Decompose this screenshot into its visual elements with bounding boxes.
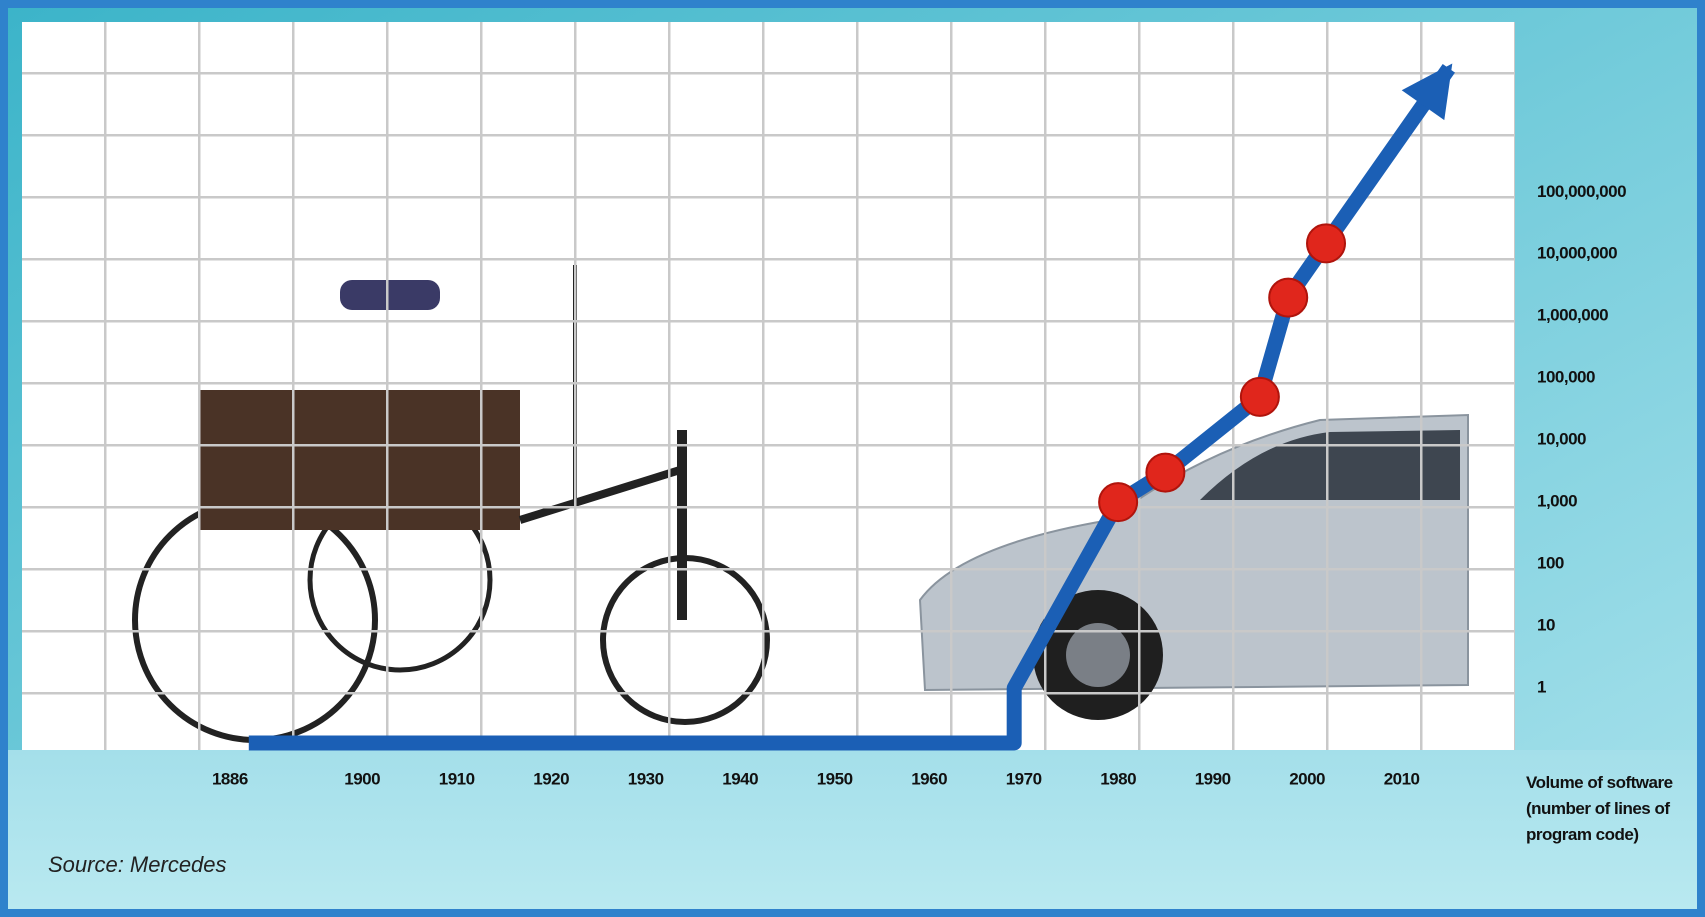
page: 1 10 100 1,000 10,000 100,000 1,000,000 10,000,… <box>0 0 1705 917</box>
y-tick-label: 1,000,000 <box>1537 306 1608 325</box>
y-axis-label: Volume of software (number of lines of p… <box>1526 770 1676 848</box>
y-tick-label: 100 <box>1537 554 1564 573</box>
data-point <box>1146 454 1184 492</box>
data-point <box>1307 224 1345 262</box>
x-tick-label: 1910 <box>439 769 475 788</box>
x-tick-label: 1886 <box>212 769 248 788</box>
x-tick-label: 1930 <box>628 769 664 788</box>
background-grid <box>22 22 1515 750</box>
data-point <box>1241 378 1279 416</box>
x-tick-label: 1940 <box>722 769 758 788</box>
data-point <box>1099 483 1137 521</box>
y-tick-label: 10 <box>1537 616 1555 635</box>
data-point <box>1269 279 1307 317</box>
y-tick-label: 100,000 <box>1537 368 1595 387</box>
chart: 1 10 100 1,000 10,000 100,000 1,000,000 10,000,… <box>0 0 1705 917</box>
x-tick-label: 1970 <box>1006 769 1042 788</box>
x-tick-label: 1960 <box>911 769 947 788</box>
x-tick-label: 1900 <box>344 769 380 788</box>
y-tick-label: 10,000 <box>1537 430 1586 449</box>
y-tick-label: 100,000,000 <box>1537 182 1626 201</box>
y-tick-label: 1,000 <box>1537 492 1577 511</box>
x-tick-label: 1980 <box>1100 769 1136 788</box>
x-tick-label: 1990 <box>1195 769 1231 788</box>
source-note: Source: Mercedes <box>48 852 227 878</box>
x-tick-label: 2010 <box>1384 769 1420 788</box>
y-tick-label: 10,000,000 <box>1537 244 1617 263</box>
x-tick-label: 1950 <box>817 769 853 788</box>
y-tick-label: 1 <box>1537 678 1546 697</box>
x-tick-label: 2000 <box>1289 769 1325 788</box>
x-tick-label: 1920 <box>533 769 569 788</box>
